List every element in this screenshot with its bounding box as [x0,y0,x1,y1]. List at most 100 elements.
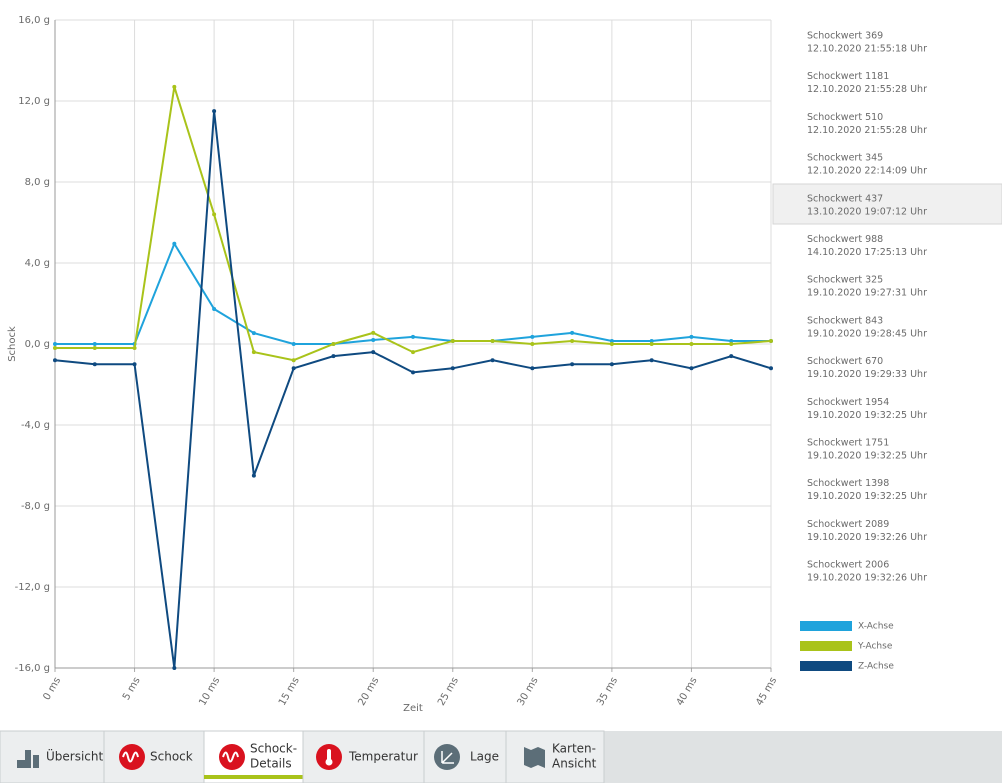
x-tick-label: 40 ms [675,676,700,708]
legend-label: X-Achse [858,622,894,632]
event-item[interactable]: Schockwert 510 12.10.2020 21:55:28 Uhr [807,112,927,136]
event-time: 12.10.2020 21:55:18 Uhr [807,44,927,55]
data-point [53,342,57,346]
series-line [55,86,772,362]
tab-bg [0,730,105,783]
tab[interactable]: Karten-Ansicht [505,730,605,783]
x-tick-label: 10 ms [197,676,222,708]
x-tick-label: 5 ms [121,676,143,703]
event-item[interactable]: Schockwert 1954 19.10.2020 19:32:25 Uhr [807,397,927,421]
tab[interactable]: Übersicht [0,730,105,783]
event-item[interactable]: Schockwert 437 13.10.2020 19:07:12 Uhr [807,193,927,217]
event-item[interactable]: Schockwert 325 19.10.2020 19:27:31 Uhr [807,275,927,299]
event-title: Schockwert 2089 [807,519,889,530]
tab-label: Ansicht [552,757,597,771]
x-axis-label: Zeit [403,703,423,714]
data-point [411,334,415,339]
data-point [53,346,57,351]
data-point [490,338,495,343]
data-point [92,362,97,367]
legend-swatch [800,641,852,651]
event-time: 19.10.2020 19:27:31 Uhr [807,288,927,299]
y-tick-label: 0,0 g [25,339,50,350]
event-title: Schockwert 2006 [807,560,889,571]
y-axis-label: Schock [7,326,18,362]
data-point [251,473,256,478]
event-time: 19.10.2020 19:32:25 Uhr [807,410,927,421]
data-point [212,212,217,217]
event-time: 19.10.2020 19:29:33 Uhr [807,369,927,380]
data-point [649,338,654,343]
data-point [172,241,177,246]
event-time: 12.10.2020 21:55:28 Uhr [807,84,927,95]
legend-label: Z-Achse [858,662,894,672]
data-point [291,358,296,363]
data-point [570,330,575,335]
data-point [212,306,217,311]
x-tick-label: 0 ms [41,676,63,703]
tab-label: Schock- [250,742,297,756]
event-title: Schockwert 843 [807,315,883,326]
event-item[interactable]: Schockwert 2006 19.10.2020 19:32:26 Uhr [807,560,927,584]
tab[interactable]: Schock-Details [203,730,304,783]
x-tick-label: 20 ms [356,676,381,708]
event-time: 19.10.2020 19:28:45 Uhr [807,328,927,339]
event-title: Schockwert 1751 [807,438,889,449]
data-point [371,337,376,342]
event-title: Schockwert 510 [807,112,883,123]
icon [222,751,239,763]
data-point [769,338,773,343]
data-point [769,366,773,371]
data-point [132,362,137,367]
series-line [55,241,771,345]
y-tick-label: 12,0 g [18,96,50,107]
event-title: Schockwert 1181 [807,71,889,82]
event-item[interactable]: Schockwert 1398 19.10.2020 19:32:25 Uhr [807,478,927,502]
event-item[interactable]: Schockwert 1751 19.10.2020 19:32:25 Uhr [807,438,927,462]
event-title: Schockwert 1954 [807,397,889,408]
y-tick-label: 8,0 g [25,177,50,188]
event-item[interactable]: Schockwert 2089 19.10.2020 19:32:26 Uhr [807,519,927,543]
event-item[interactable]: Schockwert 369 12.10.2020 21:55:18 Uhr [807,31,927,55]
data-point [411,350,415,355]
data-point [729,338,734,343]
event-time: 14.10.2020 17:25:13 Uhr [807,247,927,258]
event-item[interactable]: Schockwert 670 19.10.2020 19:29:33 Uhr [807,356,927,380]
data-point [570,338,575,343]
tab[interactable]: Temperatur [302,730,425,783]
icon [441,751,454,764]
tab[interactable]: Schock [103,730,205,783]
event-item[interactable]: Schockwert 988 14.10.2020 17:25:13 Uhr [807,234,927,258]
event-title: Schockwert 345 [807,153,883,164]
event-time: 12.10.2020 21:55:28 Uhr [807,125,927,136]
event-item[interactable]: Schockwert 345 12.10.2020 22:14:09 Uhr [807,153,927,177]
data-point [450,366,455,371]
event-time: 19.10.2020 19:32:26 Uhr [807,573,927,584]
event-title: Schockwert 437 [807,193,883,204]
event-time: 19.10.2020 19:32:25 Uhr [807,451,927,462]
event-time: 19.10.2020 19:32:26 Uhr [807,532,927,543]
data-point [450,338,455,343]
y-tick-label: -12,0 g [15,582,50,593]
data-point [530,366,535,371]
icon [25,750,31,768]
tab-label: Übersicht [46,748,104,764]
event-item[interactable]: Schockwert 843 19.10.2020 19:28:45 Uhr [807,315,927,339]
event-title: Schockwert 325 [807,275,883,286]
data-point [689,366,694,371]
data-point [92,342,97,346]
data-point [251,350,256,355]
data-point [331,342,336,346]
icon [325,758,333,766]
event-time: 13.10.2020 19:07:12 Uhr [807,206,927,217]
icon [327,749,331,761]
tab-label: Karten- [552,742,596,756]
y-tick-label: -4,0 g [21,420,50,431]
tab-bg [505,730,605,783]
legend-label: Y-Achse [857,642,893,652]
tab-label: Details [250,757,292,771]
tab-label: Lage [470,750,499,764]
tab[interactable]: Lage [423,730,507,783]
event-item[interactable]: Schockwert 1181 12.10.2020 21:55:28 Uhr [807,71,927,95]
